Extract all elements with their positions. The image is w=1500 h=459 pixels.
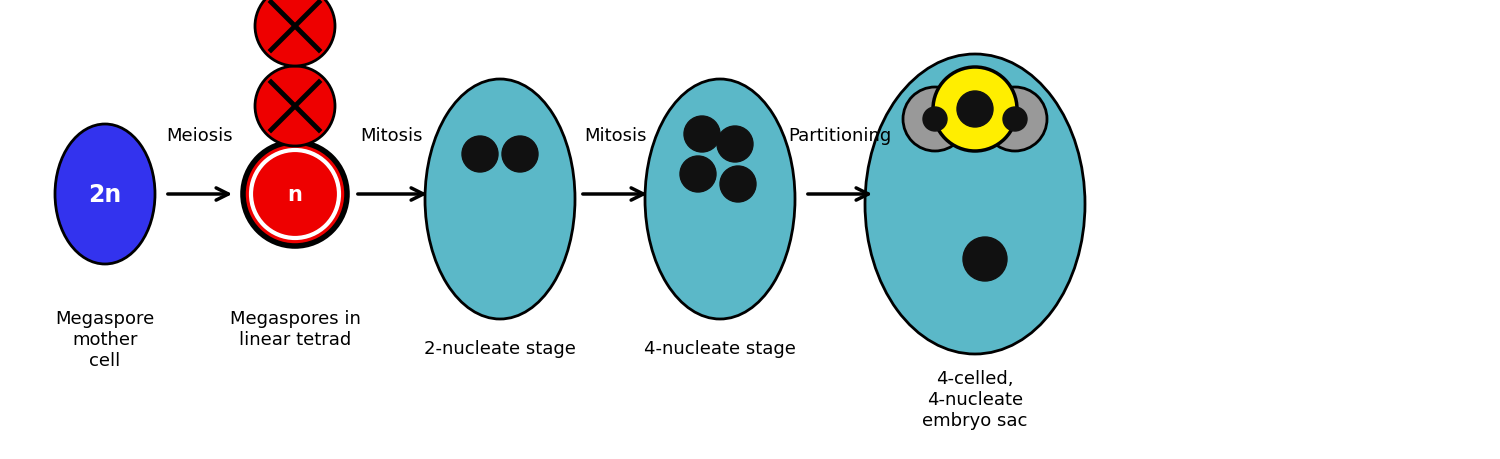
Ellipse shape: [865, 55, 1084, 354]
Circle shape: [684, 117, 720, 153]
Text: 2-nucleate stage: 2-nucleate stage: [424, 339, 576, 357]
Circle shape: [1004, 108, 1028, 132]
Circle shape: [243, 143, 346, 246]
Circle shape: [933, 68, 1017, 151]
Text: Meiosis: Meiosis: [166, 127, 234, 145]
Circle shape: [503, 137, 538, 173]
Circle shape: [903, 88, 968, 151]
Text: Megaspores in
linear tetrad: Megaspores in linear tetrad: [230, 309, 360, 348]
Text: Megaspore
mother
cell: Megaspore mother cell: [56, 309, 154, 369]
Circle shape: [255, 0, 334, 67]
Circle shape: [922, 108, 946, 132]
Text: 4-celled,
4-nucleate
embryo sac: 4-celled, 4-nucleate embryo sac: [922, 369, 1028, 429]
Circle shape: [255, 67, 334, 147]
Ellipse shape: [56, 125, 154, 264]
Circle shape: [717, 127, 753, 162]
Circle shape: [462, 137, 498, 173]
Circle shape: [720, 167, 756, 202]
Text: 4-nucleate stage: 4-nucleate stage: [644, 339, 796, 357]
Text: Partitioning: Partitioning: [789, 127, 891, 145]
Text: Mitosis: Mitosis: [360, 127, 423, 145]
Ellipse shape: [645, 80, 795, 319]
Circle shape: [963, 237, 1006, 281]
Circle shape: [680, 157, 716, 193]
Text: n: n: [288, 185, 303, 205]
Circle shape: [957, 92, 993, 128]
Ellipse shape: [424, 80, 574, 319]
Circle shape: [251, 151, 339, 239]
Text: 2n: 2n: [88, 183, 122, 207]
Circle shape: [982, 88, 1047, 151]
Text: Mitosis: Mitosis: [584, 127, 646, 145]
